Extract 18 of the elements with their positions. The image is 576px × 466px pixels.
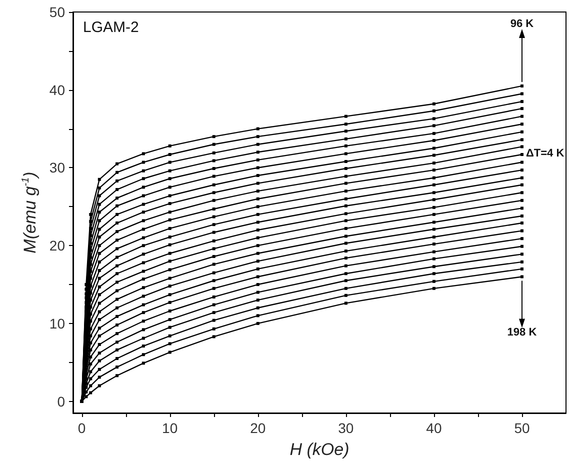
x-axis-title: H (kOe) [290, 440, 350, 459]
x-tick-label: 40 [426, 420, 442, 436]
annotation: LGAM-2 [83, 19, 139, 36]
x-tick-label: 50 [514, 420, 530, 436]
annotation: 96 K [510, 18, 534, 30]
x-tick-label: 10 [162, 420, 178, 436]
x-tick-label: 0 [78, 420, 86, 436]
annotation: 198 K [507, 326, 537, 339]
y-tick-label: 0 [57, 393, 66, 410]
y-tick-label: 10 [49, 315, 66, 332]
y-axis-title: M(emu g-1) [20, 172, 40, 254]
y-tick-label: 20 [49, 238, 66, 254]
x-tick-label: 30 [338, 420, 354, 436]
y-tick-label: 40 [49, 82, 66, 98]
y-tick-label: 30 [49, 160, 66, 176]
y-tick-label: 50 [49, 4, 66, 20]
x-tick-label: 20 [250, 420, 266, 436]
annotation: ΔT=4 K [526, 147, 564, 160]
